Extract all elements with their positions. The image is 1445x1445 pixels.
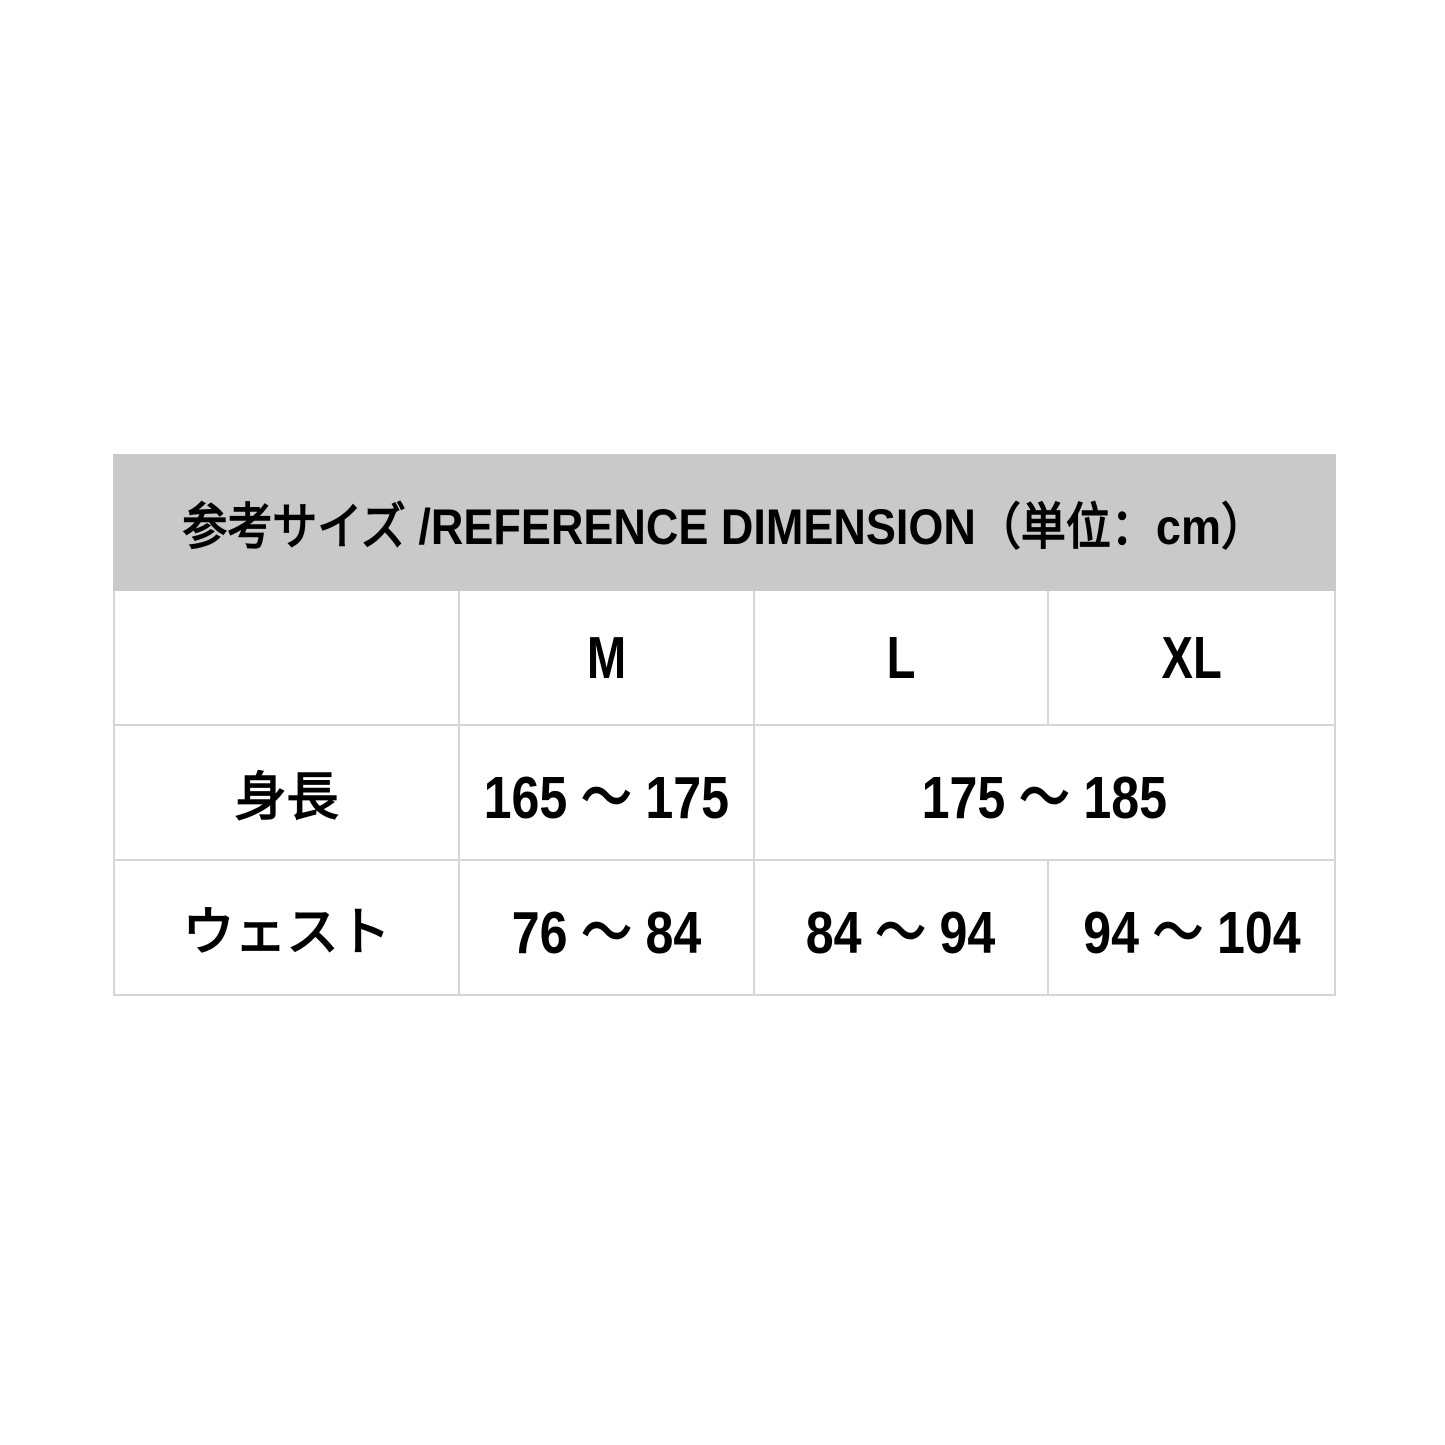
height-row: 身長 165 〜 175 175 〜 185 (113, 724, 1337, 861)
col-header-xl-label: XL (1161, 624, 1222, 691)
col-header-l-label: L (886, 624, 916, 691)
table-title-row: 参考サイズ /REFERENCE DIMENSION（単位：cm） (112, 454, 1337, 591)
size-header-row: M L XL (113, 589, 1337, 726)
height-l-xl-value: 175 〜 185 (921, 765, 1168, 831)
size-reference-table: 参考サイズ /REFERENCE DIMENSION（単位：cm） M L XL (112, 454, 1337, 996)
row-label-height: 身長 (234, 769, 339, 827)
waist-xl-value: 94 〜 104 (1082, 900, 1301, 966)
waist-l-cell: 84 〜 94 (753, 859, 1049, 996)
col-header-m: M (458, 589, 755, 726)
corner-cell (113, 589, 460, 726)
table-title: 参考サイズ /REFERENCE DIMENSION（単位：cm） (182, 498, 1267, 555)
waist-m-value: 76 〜 84 (511, 900, 702, 966)
size-reference-section: 参考サイズ /REFERENCE DIMENSION（単位：cm） M L XL (112, 454, 1337, 996)
waist-l-value: 84 〜 94 (806, 900, 996, 966)
row-label-height-cell: 身長 (113, 724, 460, 861)
height-m-value: 165 〜 175 (483, 765, 730, 831)
table-title-cell: 参考サイズ /REFERENCE DIMENSION（単位：cm） (112, 454, 1337, 591)
col-header-m-label: M (586, 624, 627, 691)
height-m-cell: 165 〜 175 (458, 724, 755, 861)
col-header-xl: XL (1046, 589, 1337, 726)
row-label-waist-cell: ウェスト (113, 859, 460, 996)
height-l-xl-cell: 175 〜 185 (752, 724, 1337, 861)
col-header-l: L (753, 589, 1049, 726)
waist-xl-cell: 94 〜 104 (1046, 859, 1337, 996)
row-label-waist: ウェスト (182, 904, 391, 962)
waist-row: ウェスト 76 〜 84 84 〜 94 94 〜 104 (113, 859, 1337, 996)
waist-m-cell: 76 〜 84 (458, 859, 755, 996)
